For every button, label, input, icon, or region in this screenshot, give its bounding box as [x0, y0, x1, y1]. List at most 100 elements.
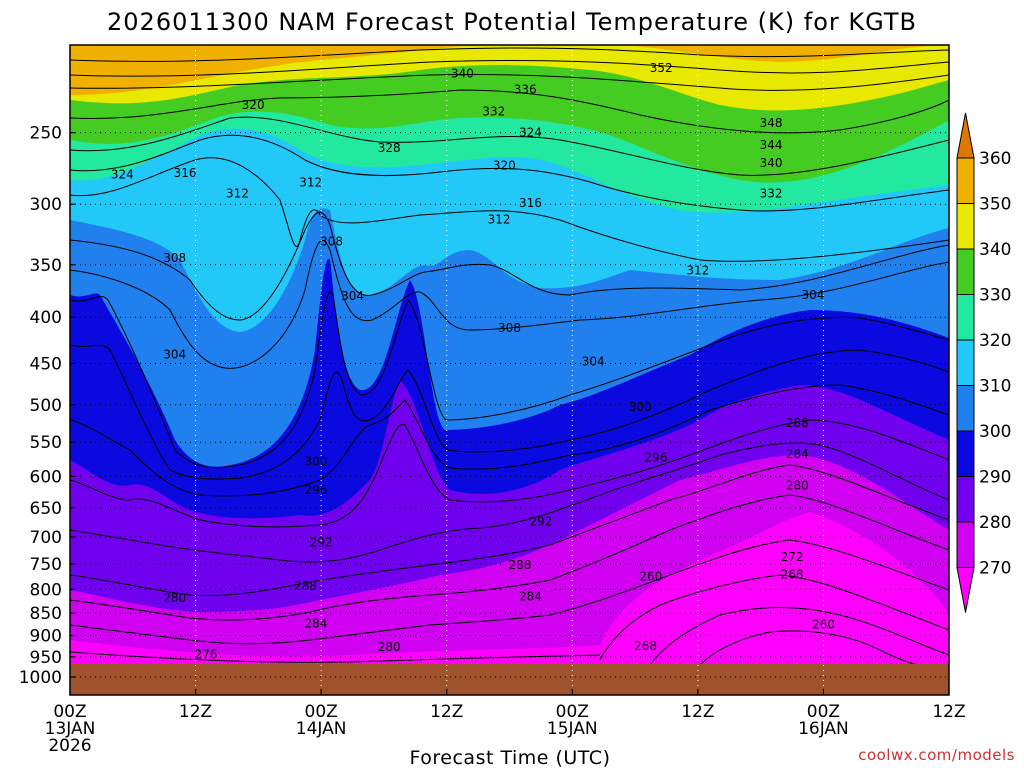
x-tick-label: 14JAN — [296, 719, 347, 739]
colorbar-segment — [956, 248, 975, 295]
contour-label: 320 — [242, 98, 265, 112]
contour-label: 260 — [639, 569, 662, 583]
contour-line — [70, 344, 949, 480]
colorbar-label: 300 — [979, 422, 1011, 442]
contour-label: 272 — [781, 550, 804, 564]
contour-line — [599, 574, 949, 661]
contour-label: 312 — [226, 187, 249, 201]
contour-label: 300 — [304, 455, 327, 469]
contour-label: 304 — [582, 355, 605, 369]
colorbar-segment — [956, 385, 975, 432]
credit-link[interactable]: coolwx.com/models — [858, 746, 1015, 764]
colorbar-segment — [956, 203, 975, 250]
x-tick-label: 00Z — [305, 702, 338, 722]
contour-line — [70, 47, 949, 62]
colorbar: 360 350 340 330 320 310 300 290 280 270 — [956, 112, 1011, 613]
contour-label: 312 — [299, 176, 322, 190]
y-tick-label: 500 — [30, 396, 62, 416]
contour-line — [70, 73, 949, 91]
contour-line — [70, 384, 949, 497]
contour-label: 296 — [304, 483, 327, 497]
y-tick-label: 900 — [30, 627, 62, 647]
contour-label: 288 — [786, 416, 809, 430]
contour-label: 340 — [451, 66, 474, 80]
contour-line — [70, 134, 949, 212]
contour-label: 308 — [320, 235, 343, 249]
x-tick-label: 12Z — [179, 702, 212, 722]
contour-line — [70, 419, 949, 528]
colorbar-segment — [956, 294, 975, 341]
contour-label: 300 — [629, 400, 652, 414]
x-tick-label: 12Z — [681, 702, 714, 722]
y-tick-label: 800 — [30, 580, 62, 600]
x-tick-label: 16JAN — [798, 719, 849, 739]
contour-label: 340 — [760, 156, 783, 170]
colorbar-label: 290 — [979, 468, 1011, 488]
contour-label: 288 — [294, 579, 317, 593]
y-tick-label: 600 — [30, 467, 62, 487]
contour-line — [70, 89, 949, 134]
contour-label: 328 — [378, 141, 401, 155]
potential-temperature-field — [70, 45, 949, 695]
contour-label: 284 — [519, 590, 542, 604]
contour-label: 280 — [378, 640, 401, 654]
contour-label: 336 — [514, 83, 537, 97]
contour-line — [70, 59, 949, 77]
x-axis-title: Forecast Time (UTC) — [410, 747, 611, 768]
contour-label: 324 — [519, 126, 542, 140]
contour-label: 268 — [781, 567, 804, 581]
contour-label: 304 — [802, 288, 825, 302]
colorbar-label: 330 — [979, 286, 1011, 306]
contour-line — [70, 464, 949, 597]
contour-line — [70, 291, 949, 469]
x-tick-label: 15JAN — [547, 719, 598, 739]
contour-label: 352 — [650, 61, 673, 75]
contour-label: 312 — [686, 263, 709, 277]
contour-label: 348 — [760, 116, 783, 130]
contour-label: 268 — [634, 639, 657, 653]
contour-line — [70, 157, 949, 262]
contour-label: 260 — [812, 618, 835, 632]
contour-label: 332 — [482, 105, 505, 119]
y-tick-label: 550 — [30, 433, 62, 453]
contour-label: 312 — [488, 213, 511, 227]
contour-label: 292 — [310, 536, 333, 550]
colorbar-arrow-top — [956, 112, 975, 159]
x-tick-label: 00Z — [807, 702, 840, 722]
contour-labels: 340 336 332 352 320 328 324 324 316 312 312 320 316 3… — [111, 61, 835, 661]
contour-label: 332 — [760, 187, 783, 201]
contour-label: 344 — [760, 138, 783, 152]
x-tick-label: 12Z — [932, 702, 965, 722]
colorbar-segment — [956, 339, 975, 386]
contour-label: 284 — [304, 617, 327, 631]
contour-line — [70, 539, 949, 645]
colorbar-label: 340 — [979, 240, 1011, 260]
contour-line — [70, 494, 949, 621]
contour-label: 276 — [195, 647, 218, 661]
contour-line — [649, 607, 949, 666]
colorbar-label: 320 — [979, 331, 1011, 351]
x-tick-label: 2026 — [48, 736, 91, 756]
colorbar-label: 310 — [979, 377, 1011, 397]
colorbar-segment — [956, 521, 975, 568]
grid — [70, 45, 949, 695]
contour-label: 320 — [493, 159, 516, 173]
colorbar-segment — [956, 430, 975, 477]
chart-title: 2026011300 NAM Forecast Potential Temper… — [107, 8, 917, 36]
contour-label: 316 — [519, 196, 542, 210]
contour-line — [70, 116, 949, 176]
y-tick-label: 450 — [30, 354, 62, 374]
y-tick-label: 850 — [30, 604, 62, 624]
x-tick-label: 13JAN — [45, 719, 96, 739]
x-tick-label: 12Z — [430, 702, 463, 722]
contour-label: 280 — [163, 591, 186, 605]
contour-label: 296 — [645, 451, 668, 465]
contour-label: 308 — [163, 251, 186, 265]
contour-label: 304 — [163, 348, 186, 362]
x-tick-label: 00Z — [556, 702, 589, 722]
colorbar-label: 360 — [979, 149, 1011, 169]
plot-frame — [69, 44, 950, 696]
y-tick-label: 950 — [30, 648, 62, 668]
